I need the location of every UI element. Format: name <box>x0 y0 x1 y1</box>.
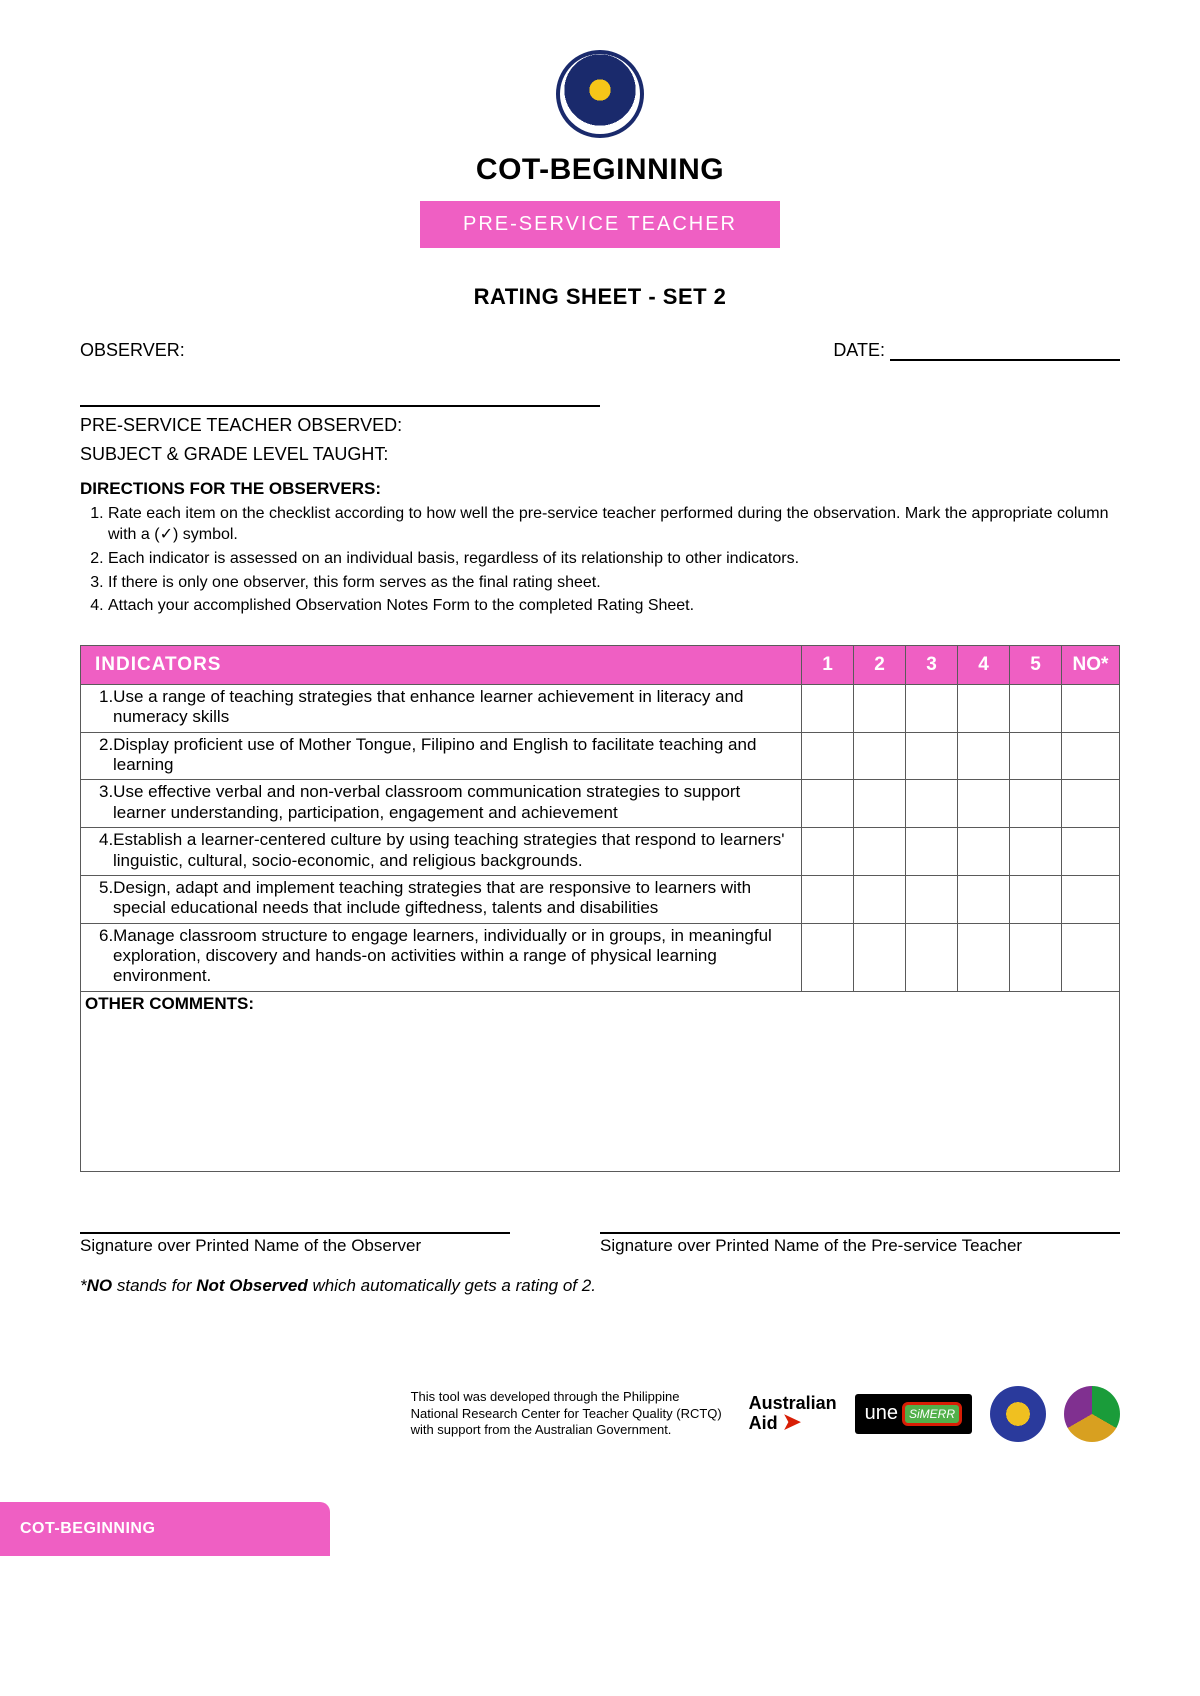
observer-label: OBSERVER: <box>80 340 185 360</box>
role-banner: PRE-SERVICE TEACHER <box>420 201 780 248</box>
rating-checkbox[interactable] <box>1062 875 1120 923</box>
rating-checkbox[interactable] <box>1062 780 1120 828</box>
indicator-cell: 4.Establish a learner-centered culture b… <box>81 828 802 876</box>
direction-item: Attach your accomplished Observation Not… <box>108 595 1120 617</box>
pst-signature[interactable]: Signature over Printed Name of the Pre-s… <box>600 1232 1120 1256</box>
direction-item: If there is only one observer, this form… <box>108 572 1120 594</box>
rating-checkbox[interactable] <box>802 923 854 991</box>
australian-aid-logo: Australian Aid ➤ <box>749 1395 837 1433</box>
rating-checkbox[interactable] <box>854 780 906 828</box>
rating-checkbox[interactable] <box>906 780 958 828</box>
col-5: 5 <box>1010 645 1062 684</box>
direction-item: Rate each item on the checklist accordin… <box>108 503 1120 546</box>
rating-checkbox[interactable] <box>1010 732 1062 780</box>
col-4: 4 <box>958 645 1010 684</box>
rating-checkbox[interactable] <box>958 732 1010 780</box>
rating-checkbox[interactable] <box>958 684 1010 732</box>
subject-field[interactable]: SUBJECT & GRADE LEVEL TAUGHT: <box>80 444 1120 465</box>
indicator-cell: 5.Design, adapt and implement teaching s… <box>81 875 802 923</box>
subject-label: SUBJECT & GRADE LEVEL TAUGHT: <box>80 444 388 465</box>
rating-checkbox[interactable] <box>1062 684 1120 732</box>
indicator-cell: 2.Display proficient use of Mother Tongu… <box>81 732 802 780</box>
other-comments[interactable]: OTHER COMMENTS: <box>81 991 1120 1171</box>
rating-checkbox[interactable] <box>1010 875 1062 923</box>
rating-checkbox[interactable] <box>854 684 906 732</box>
rating-checkbox[interactable] <box>906 732 958 780</box>
date-field[interactable]: DATE: <box>833 340 1120 407</box>
directions-list: Rate each item on the checklist accordin… <box>108 503 1120 617</box>
rating-checkbox[interactable] <box>854 923 906 991</box>
rating-checkbox[interactable] <box>854 732 906 780</box>
indicator-cell: 6.Manage classroom structure to engage l… <box>81 923 802 991</box>
rating-table: INDICATORS 1 2 3 4 5 NO* 1.Use a range o… <box>80 645 1120 1172</box>
rating-checkbox[interactable] <box>1062 923 1120 991</box>
pst-signature-label: Signature over Printed Name of the Pre-s… <box>600 1236 1120 1256</box>
rating-checkbox[interactable] <box>958 875 1010 923</box>
credit-text: This tool was developed through the Phil… <box>411 1389 731 1438</box>
observer-signature-label: Signature over Printed Name of the Obser… <box>80 1236 510 1256</box>
pst-observed-field[interactable]: PRE-SERVICE TEACHER OBSERVED: <box>80 415 1120 436</box>
rating-checkbox[interactable] <box>802 875 854 923</box>
indicator-cell: 1.Use a range of teaching strategies tha… <box>81 684 802 732</box>
date-label: DATE: <box>833 340 885 360</box>
observer-field[interactable]: OBSERVER: <box>80 340 600 407</box>
observer-signature[interactable]: Signature over Printed Name of the Obser… <box>80 1232 510 1256</box>
col-3: 3 <box>906 645 958 684</box>
col-indicators: INDICATORS <box>81 645 802 684</box>
main-title: COT-BEGINNING <box>80 153 1120 187</box>
footer-tab: COT-BEGINNING <box>0 1502 330 1556</box>
rating-checkbox[interactable] <box>1010 923 1062 991</box>
pst-observed-label: PRE-SERVICE TEACHER OBSERVED: <box>80 415 402 436</box>
rating-checkbox[interactable] <box>958 780 1010 828</box>
rating-checkbox[interactable] <box>802 780 854 828</box>
rating-checkbox[interactable] <box>802 828 854 876</box>
credit-row: This tool was developed through the Phil… <box>80 1386 1120 1442</box>
rating-checkbox[interactable] <box>958 828 1010 876</box>
rating-checkbox[interactable] <box>906 684 958 732</box>
rating-checkbox[interactable] <box>906 828 958 876</box>
pnu-seal-icon <box>990 1386 1046 1442</box>
col-no: NO* <box>1062 645 1120 684</box>
directions-heading: DIRECTIONS FOR THE OBSERVERS: <box>80 479 1120 499</box>
rating-checkbox[interactable] <box>1010 828 1062 876</box>
rating-checkbox[interactable] <box>1010 780 1062 828</box>
rating-checkbox[interactable] <box>854 828 906 876</box>
rating-checkbox[interactable] <box>1010 684 1062 732</box>
col-1: 1 <box>802 645 854 684</box>
rating-checkbox[interactable] <box>854 875 906 923</box>
rating-checkbox[interactable] <box>906 875 958 923</box>
rating-checkbox[interactable] <box>906 923 958 991</box>
footnote: *NO stands for Not Observed which automa… <box>80 1276 1120 1296</box>
rating-checkbox[interactable] <box>1062 828 1120 876</box>
rctq-swirl-icon <box>1064 1386 1120 1442</box>
rating-checkbox[interactable] <box>958 923 1010 991</box>
deped-logo <box>80 50 1120 143</box>
col-2: 2 <box>854 645 906 684</box>
indicator-cell: 3.Use effective verbal and non-verbal cl… <box>81 780 802 828</box>
une-logo: une SiMERR <box>855 1394 972 1434</box>
direction-item: Each indicator is assessed on an individ… <box>108 548 1120 570</box>
rating-checkbox[interactable] <box>802 732 854 780</box>
rating-checkbox[interactable] <box>802 684 854 732</box>
rating-sheet-title: RATING SHEET - SET 2 <box>80 284 1120 310</box>
rating-checkbox[interactable] <box>1062 732 1120 780</box>
